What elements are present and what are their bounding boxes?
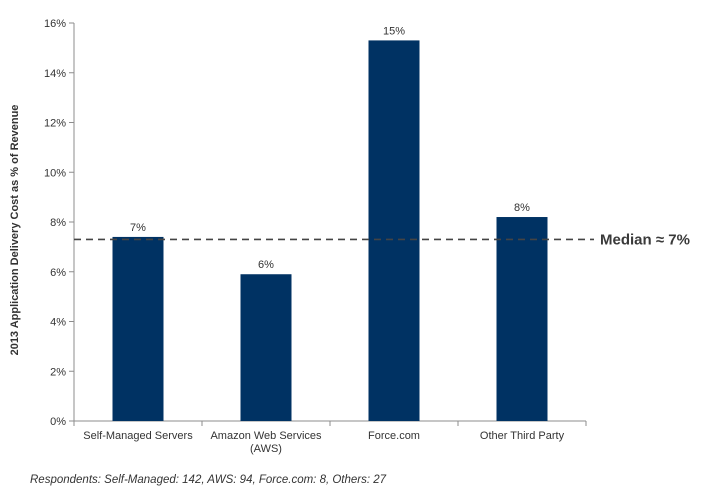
bar (112, 236, 164, 421)
y-tick-label: 0% (50, 416, 66, 428)
y-tick-label: 12% (44, 118, 66, 130)
respondents-footnote: Respondents: Self-Managed: 142, AWS: 94,… (30, 474, 387, 486)
y-tick-label: 4% (50, 317, 66, 329)
data-labels: 7% 6% 15% 8% (130, 25, 530, 271)
y-axis: 0% 2% 4% 6% 8% 10% 12% 14% 16% (44, 18, 75, 428)
y-axis-title: 2013 Application Delivery Cost as % of R… (9, 105, 21, 356)
x-tick-label: Self-Managed Servers (83, 430, 193, 442)
y-tick-label: 6% (50, 267, 66, 279)
x-axis: Self-Managed Servers Amazon Web Services(… (73, 420, 587, 455)
y-tick-label: 10% (44, 167, 66, 179)
bars (112, 40, 548, 421)
median-label: Median ≈ 7% (600, 231, 690, 248)
data-label: 15% (383, 25, 405, 37)
data-label: 8% (514, 202, 530, 214)
x-tick-label: Other Third Party (480, 430, 565, 442)
bar (496, 217, 548, 421)
y-tick-label: 14% (44, 68, 66, 80)
x-tick-label: Force.com (368, 430, 420, 442)
x-tick-label: Amazon Web Services (210, 430, 322, 442)
median-reference: Median ≈ 7% (74, 231, 690, 248)
y-tick-label: 16% (44, 18, 66, 30)
bar (240, 274, 292, 421)
data-label: 6% (258, 259, 274, 271)
y-tick-label: 8% (50, 217, 66, 229)
data-label: 7% (130, 222, 146, 234)
y-tick-label: 2% (50, 366, 66, 378)
bar (368, 40, 420, 421)
x-tick-label: (AWS) (250, 443, 282, 455)
